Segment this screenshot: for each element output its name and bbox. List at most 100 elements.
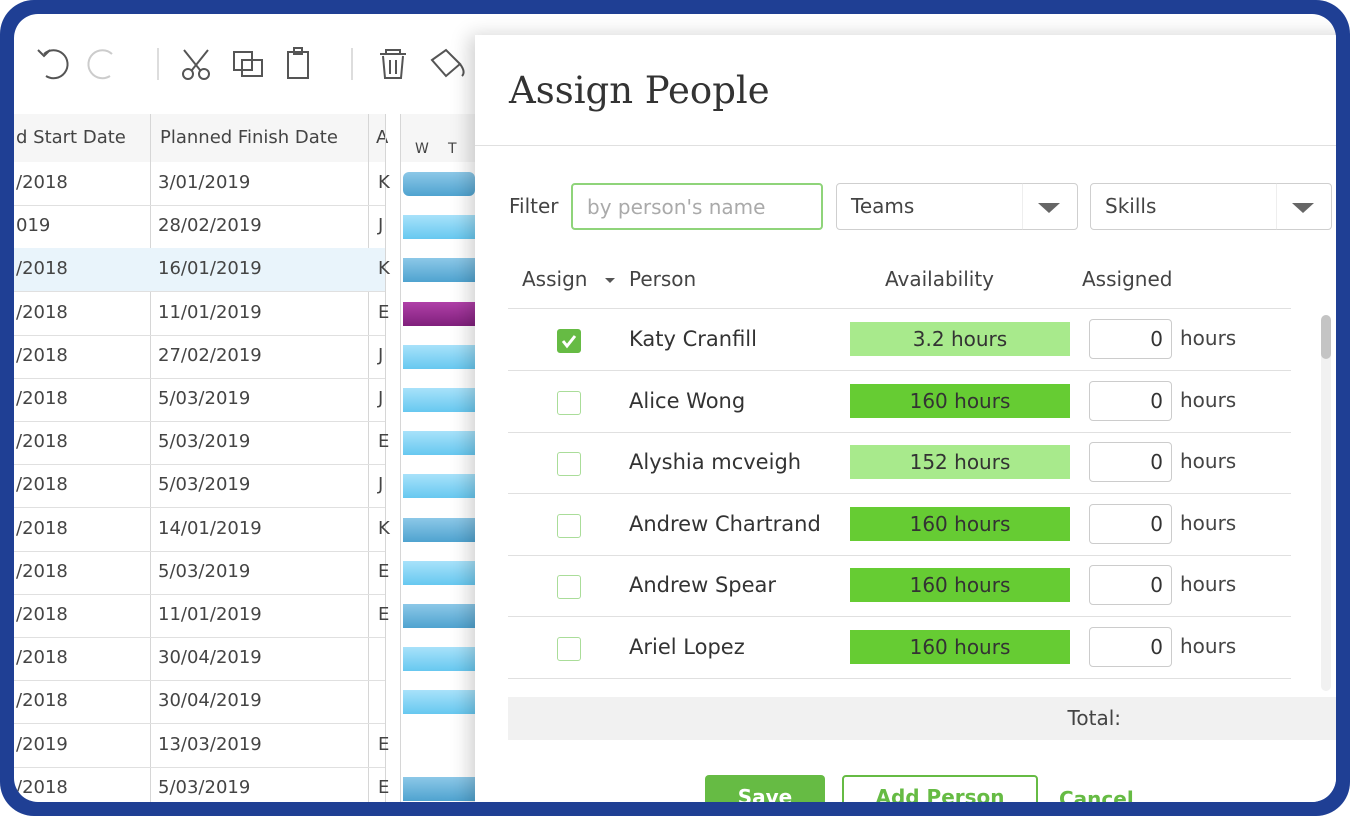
task-table: d Start Date Planned Finish Date A W T/2018 3…: [14, 14, 481, 802]
table-cell: 30/04/2019: [158, 647, 262, 669]
assign-checkbox[interactable]: [557, 390, 581, 415]
column-divider: [150, 114, 151, 802]
column-divider: [368, 114, 369, 802]
row-divider: [508, 493, 1291, 495]
table-cell: 5/03/2019: [158, 431, 251, 453]
row-divider: [14, 421, 385, 422]
paste-icon[interactable]: [287, 47, 309, 79]
table-cell: 3/01/2019: [158, 172, 251, 193]
column-header: d Start Date: [16, 127, 126, 148]
row-highlight: [14, 248, 385, 292]
dialog-title: Assign People: [509, 69, 770, 112]
table-cell: /2018: [16, 690, 68, 712]
table-cell: K: [378, 172, 390, 193]
assigned-input[interactable]: 0: [1089, 503, 1172, 544]
column-divider: [385, 114, 386, 802]
filter-input[interactable]: by person's name: [571, 183, 823, 230]
row-divider: [14, 507, 385, 509]
undo-arrow: [37, 49, 51, 58]
assigned-input[interactable]: 0: [1089, 319, 1172, 359]
table-cell: K: [378, 517, 390, 539]
header-row: [14, 114, 385, 162]
row-divider: [508, 678, 1291, 679]
cancel-link[interactable]: Cancel: [1059, 787, 1134, 802]
total-label: Total:: [1067, 706, 1121, 730]
delete-icon[interactable]: [380, 49, 406, 79]
gantt-bar: [403, 301, 475, 326]
assigned-input[interactable]: 0: [1089, 380, 1172, 421]
assign-checkbox[interactable]: [557, 637, 581, 661]
column-header[interactable]: Assign: [522, 267, 588, 291]
assigned-input[interactable]: 0: [1089, 442, 1172, 483]
row-divider: [14, 723, 385, 725]
hours-unit: hours: [1180, 449, 1237, 474]
gantt-day: T: [448, 141, 457, 157]
availability-bar: 160 hours: [850, 506, 1070, 541]
hours-unit: hours: [1180, 572, 1237, 597]
row-divider: [508, 554, 1291, 556]
availability-bar: 160 hours: [850, 568, 1070, 603]
table-cell: K: [378, 258, 390, 280]
assign-checkbox[interactable]: [557, 575, 581, 600]
row-divider: [508, 370, 1291, 371]
row-divider: [14, 291, 385, 293]
row-divider: [14, 205, 385, 206]
skills-select[interactable]: Skills: [1090, 183, 1332, 230]
save-button[interactable]: Save: [705, 775, 825, 802]
column-header: A: [376, 127, 389, 148]
person-name: Alice Wong: [629, 388, 746, 413]
table-cell: 5/03/2019: [158, 474, 251, 496]
column-header: Assigned: [1082, 267, 1173, 291]
gantt-bar: [403, 172, 475, 196]
gantt-bar: [403, 560, 475, 585]
cut-icon[interactable]: [182, 49, 210, 80]
undo-icon[interactable]: [43, 49, 69, 80]
hours-unit: hours: [1180, 387, 1237, 412]
assign-checkbox[interactable]: [557, 513, 581, 538]
person-name: Ariel Lopez: [629, 635, 745, 659]
column-divider: [400, 114, 401, 802]
window: d Start Date Planned Finish Date A W T/2018 3…: [14, 14, 1336, 802]
table-cell: /2018: [16, 431, 68, 453]
sort-arrow: [605, 278, 615, 283]
redo-icon[interactable]: [87, 49, 113, 80]
row-divider: [508, 616, 1291, 618]
table-cell: /2018: [16, 388, 68, 409]
table-cell: 11/01/2019: [158, 604, 262, 625]
person-name: Alyshia mcveigh: [629, 450, 802, 475]
copy-icon[interactable]: [233, 51, 263, 77]
gantt-bar: [403, 388, 475, 412]
gantt-bar: [403, 647, 475, 672]
gantt-bar: [403, 604, 475, 628]
people-list: Assign Person Availability Assigned Katy Cra…: [475, 35, 1336, 802]
table-cell: 13/03/2019: [158, 733, 262, 755]
hours-unit: hours: [1180, 326, 1237, 350]
table-cell: E: [378, 560, 390, 582]
table-cell: J: [378, 388, 384, 409]
table-cell: 019: [16, 215, 51, 237]
assigned-input[interactable]: 0: [1089, 627, 1172, 667]
row-divider: [14, 377, 385, 379]
table-cell: E: [378, 776, 390, 798]
gantt-bar: [403, 431, 475, 456]
column-header: Person: [629, 267, 697, 291]
assign-checkbox[interactable]: [557, 452, 581, 477]
add-person-button[interactable]: Add Person: [842, 775, 1038, 802]
assign-checkbox[interactable]: [557, 329, 581, 353]
row-divider: [508, 431, 1291, 433]
gantt-bar: [403, 776, 475, 801]
person-name: Katy Cranfill: [629, 327, 757, 351]
availability-bar: 3.2 hours: [850, 322, 1070, 356]
teams-select[interactable]: Teams: [836, 183, 1078, 230]
table-cell: 14/01/2019: [158, 517, 262, 539]
skills-arrow: [1276, 183, 1314, 230]
assigned-input[interactable]: 0: [1089, 565, 1172, 606]
gantt-bar: [403, 215, 475, 240]
gantt-bar: [403, 258, 475, 283]
teams-arrow: [1022, 183, 1060, 230]
filter-label: Filter: [509, 194, 559, 218]
column-header: Availability: [885, 267, 995, 291]
row-divider: [14, 334, 385, 336]
fill-icon[interactable]: [430, 48, 465, 78]
toolbar: [37, 47, 465, 80]
